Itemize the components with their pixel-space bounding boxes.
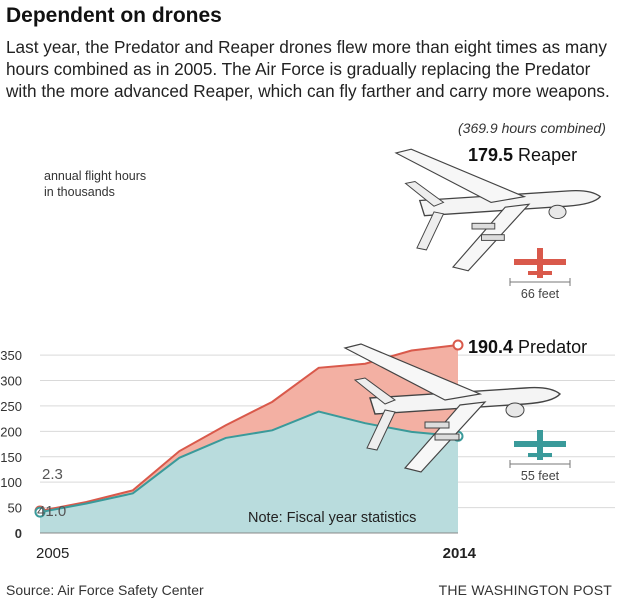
drone-tail bbox=[404, 180, 445, 207]
data-point-marker bbox=[34, 506, 46, 518]
reaper-area bbox=[40, 344, 458, 513]
fiscal-year-note: Note: Fiscal year statistics bbox=[248, 510, 416, 526]
y-tick-label: 300 bbox=[0, 374, 22, 389]
predator-illustration bbox=[343, 343, 562, 473]
combined-hours-note: (369.9 hours combined) bbox=[458, 120, 606, 136]
drone-tail bbox=[366, 409, 396, 451]
y-tick-label: 150 bbox=[0, 450, 22, 465]
y-axis-label: in thousands bbox=[44, 185, 115, 199]
drone-payload bbox=[434, 433, 460, 441]
drone-sensor-ball bbox=[548, 204, 567, 220]
reaper-silhouette: 66 feet bbox=[509, 248, 571, 301]
drone-tail bbox=[416, 211, 445, 251]
chart-title: Dependent on drones bbox=[6, 4, 222, 27]
drone-wing bbox=[343, 343, 483, 401]
silhouette-tail bbox=[528, 453, 552, 457]
drone-fuselage bbox=[369, 386, 562, 415]
predator-silhouette: 55 feet bbox=[509, 430, 571, 483]
drone-payload bbox=[471, 222, 496, 230]
drone-payload bbox=[424, 421, 450, 429]
y-tick-label: 350 bbox=[0, 348, 22, 363]
y-tick-label: 200 bbox=[0, 424, 22, 439]
wingspan-label: 66 feet bbox=[521, 287, 560, 301]
drone-sensor-ball bbox=[505, 402, 525, 418]
publisher-credit: THE WASHINGTON POST bbox=[438, 582, 612, 598]
wingspan-label: 55 feet bbox=[521, 469, 560, 483]
predator-area bbox=[40, 411, 458, 533]
drone-payload bbox=[481, 234, 505, 241]
y-tick-label: 250 bbox=[0, 399, 22, 414]
predator-line bbox=[39, 410, 459, 514]
source-credit: Source: Air Force Safety Center bbox=[6, 582, 204, 598]
chart-subtitle: Last year, the Predator and Reaper drone… bbox=[6, 37, 610, 101]
y-tick-label: 100 bbox=[0, 475, 22, 490]
y-tick-label: 50 bbox=[8, 501, 22, 516]
y-tick-label: 0 bbox=[15, 526, 22, 541]
drone-fuselage bbox=[418, 189, 602, 217]
x-tick-label: 2014 bbox=[443, 545, 477, 562]
reaper-illustration bbox=[394, 148, 602, 272]
y-axis-label: annual flight hours bbox=[44, 169, 146, 183]
drone-tail bbox=[353, 377, 397, 405]
reaper-start-label: 2.3 bbox=[42, 466, 63, 483]
silhouette-fuselage bbox=[537, 248, 543, 278]
predator-end-label: 190.4 Predator bbox=[468, 337, 587, 357]
data-point-marker bbox=[452, 339, 464, 351]
reaper-end-label: 179.5 Reaper bbox=[468, 145, 577, 165]
silhouette-tail bbox=[528, 271, 552, 275]
drone-wing bbox=[394, 148, 527, 203]
predator-start-label: 41.0 bbox=[37, 503, 66, 520]
x-tick-label: 2005 bbox=[36, 545, 69, 562]
silhouette-fuselage bbox=[537, 430, 543, 460]
